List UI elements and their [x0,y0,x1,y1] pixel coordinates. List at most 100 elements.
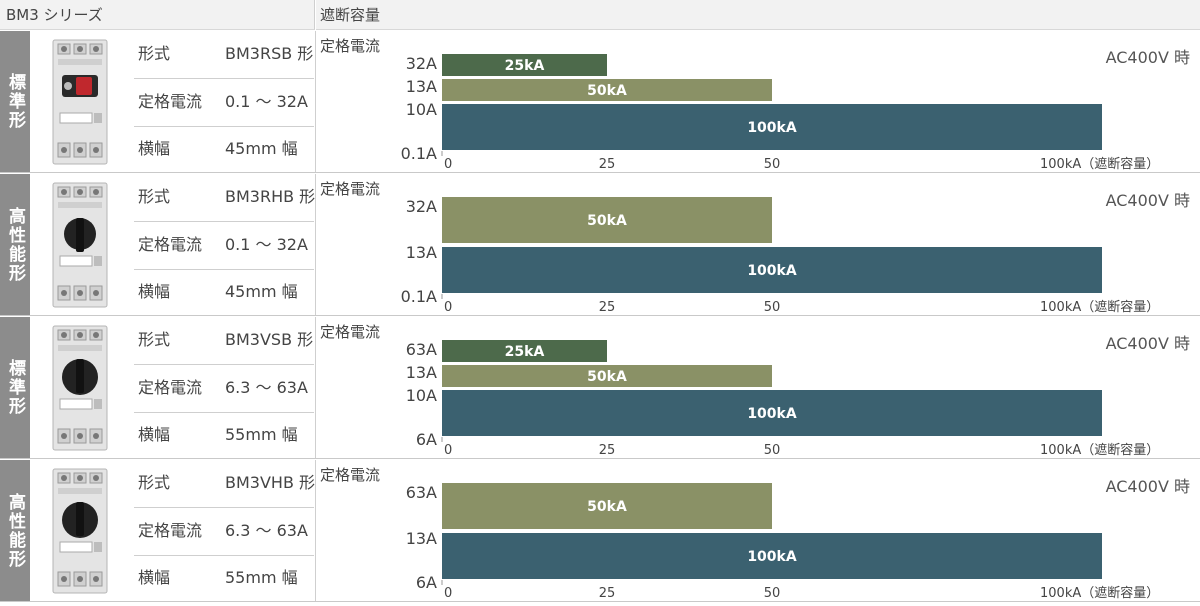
bar-label: 50kA [587,369,627,385]
terminal-screw [77,189,83,195]
bar-label: 100kA [747,406,797,422]
terminal-screw [61,433,67,439]
column-divider [315,31,316,172]
x-tick-label: 50 [764,300,781,315]
type-label: 高性能形 [0,174,30,315]
spec-label: 横幅 [138,282,171,301]
type-label: 標準形 [0,317,30,458]
condition-label: AC400V 時 [1106,334,1190,353]
knob-grip [76,218,84,252]
terminal-screw [77,475,83,481]
spec-label: 定格電流 [138,92,203,111]
bar-label: 25kA [505,58,545,74]
badge [94,542,102,552]
x-tick-label: 0 [444,300,452,315]
y-tick-label: 32A [406,54,437,73]
terminal-screw [61,189,67,195]
capacity-chart: 定格電流 AC400V 時 32A 13A 10A 0.1A 25kA 50kA 100kA 0 2… [320,37,1190,172]
y-tick-label: 10A [406,386,437,405]
spec-divider [134,221,314,222]
y-axis-title: 定格電流 [320,37,380,55]
terminal-screw [77,147,83,153]
y-tick-label: 63A [406,483,437,502]
product-image [52,39,108,165]
x-tick-label: 100kA（遮断容量） [1040,585,1159,601]
terminal-screw [93,475,99,481]
y-tick-label: 10A [406,100,437,119]
bar-label: 50kA [587,213,627,229]
bar [442,54,607,76]
y-tick-label: 0.1A [401,287,437,306]
bar [442,340,607,362]
bar-label: 100kA [747,263,797,279]
badge [94,113,102,123]
product-image [52,182,108,308]
y-tick-label: 0.1A [401,144,437,163]
condition-label: AC400V 時 [1106,48,1190,67]
type-label: 標準形 [0,31,30,172]
bar-label: 100kA [747,120,797,136]
bar [442,104,1102,150]
y-tick-label: 13A [406,243,437,262]
terminal-screw [77,576,83,582]
product-row: 標準形 形式 BM3VSB 形定格電流 6.3 ～ 63A 横幅 55mm 幅 定格電流 AC… [0,317,1200,459]
spec-divider [134,507,314,508]
terminal-screw [93,189,99,195]
terminal-screw [77,46,83,52]
terminal-screw [61,46,67,52]
product-body [52,39,108,165]
terminal-screw [77,433,83,439]
spec-value: BM3RSB 形 [225,44,314,63]
condition-label: AC400V 時 [1106,477,1190,496]
column-divider [315,174,316,315]
capacity-chart: 定格電流 AC400V 時 63A 13A 10A 6A 25kA 50kA 100kA 0 25 5… [320,323,1190,458]
bar-label: 50kA [587,499,627,515]
y-tick-label: 13A [406,363,437,382]
badge [94,256,102,266]
column-divider [315,317,316,458]
label-strip [58,345,102,351]
spec-label: 定格電流 [138,521,203,540]
product-row: 高性能形 形式 BM3RHB 形定格電流 0.1 ～ 32A 横幅 45mm 幅 定格電流 A… [0,174,1200,316]
spec-value: 0.1 ～ 32A [225,235,308,254]
spec-divider [134,78,314,79]
bar [442,247,1102,293]
x-tick-label: 0 [444,586,452,601]
x-tick-label: 25 [599,300,616,315]
spec-label: 形式 [138,44,171,63]
name-plate [59,255,93,267]
terminal-screw [61,475,67,481]
x-tick-label: 50 [764,157,781,172]
terminal-screw [61,576,67,582]
terminal-screw [93,332,99,338]
terminal-screw [77,290,83,296]
product-image [52,468,108,594]
capacity-chart: 定格電流 AC400V 時 32A 13A 0.1A 50kA 100kA 0 25 50 100k… [320,180,1190,315]
terminal-screw [77,332,83,338]
name-plate [59,398,93,410]
spec-divider [134,412,314,413]
spec-value: 45mm 幅 [225,139,298,158]
spec-value: BM3RHB 形 [225,187,316,206]
spec-label: 形式 [138,473,171,492]
x-tick-label: 0 [444,157,452,172]
bar [442,483,772,529]
spec-value: 0.1 ～ 32A [225,92,308,111]
dial [64,82,72,90]
spec-value: 6.3 ～ 63A [225,521,308,540]
y-tick-label: 6A [416,573,437,592]
condition-label: AC400V 時 [1106,191,1190,210]
x-tick-label: 25 [599,443,616,458]
label-strip [58,202,102,208]
bar-label: 25kA [505,344,545,360]
column-divider [315,460,316,601]
x-tick-label: 0 [444,443,452,458]
x-tick-label: 25 [599,586,616,601]
spec-divider [134,364,314,365]
knob-grip [76,502,84,536]
product-row: 高性能形 形式 BM3VHB 形定格電流 6.3 ～ 63A 横幅 55mm 幅 定格電流 A… [0,460,1200,602]
terminal-screw [93,147,99,153]
terminal-screw [93,433,99,439]
spec-label: 定格電流 [138,235,203,254]
capacity-header: 遮断容量 [316,0,1200,30]
